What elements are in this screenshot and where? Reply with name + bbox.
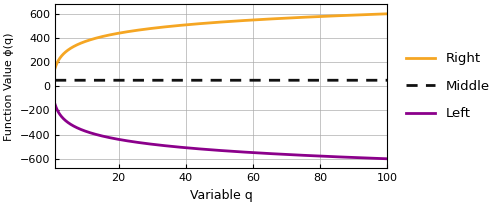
Middle [194, 79, 200, 82]
Middle [378, 79, 384, 82]
Right [342, 14, 348, 17]
Right [90, 38, 96, 40]
Left [180, 146, 186, 149]
Left [384, 158, 390, 160]
Y-axis label: Function Value ϕ(q): Function Value ϕ(q) [4, 32, 14, 140]
Middle [384, 79, 390, 82]
Left [342, 156, 348, 158]
Left [110, 137, 116, 139]
Line: Right: Right [55, 14, 387, 68]
Right [180, 24, 186, 26]
Right [110, 33, 116, 36]
Left [378, 157, 384, 160]
Right [384, 13, 390, 15]
Line: Left: Left [55, 104, 387, 159]
Left [90, 132, 96, 135]
Middle [110, 79, 116, 82]
X-axis label: Variable q: Variable q [190, 189, 252, 202]
Middle [180, 79, 186, 82]
Right [194, 23, 200, 25]
Middle [90, 79, 96, 82]
Legend: Right, Middle, Left: Right, Middle, Left [400, 47, 494, 126]
Middle [342, 79, 348, 82]
Left [52, 103, 58, 106]
Left [194, 147, 200, 150]
Right [52, 67, 58, 69]
Right [378, 13, 384, 15]
Middle [52, 79, 58, 82]
